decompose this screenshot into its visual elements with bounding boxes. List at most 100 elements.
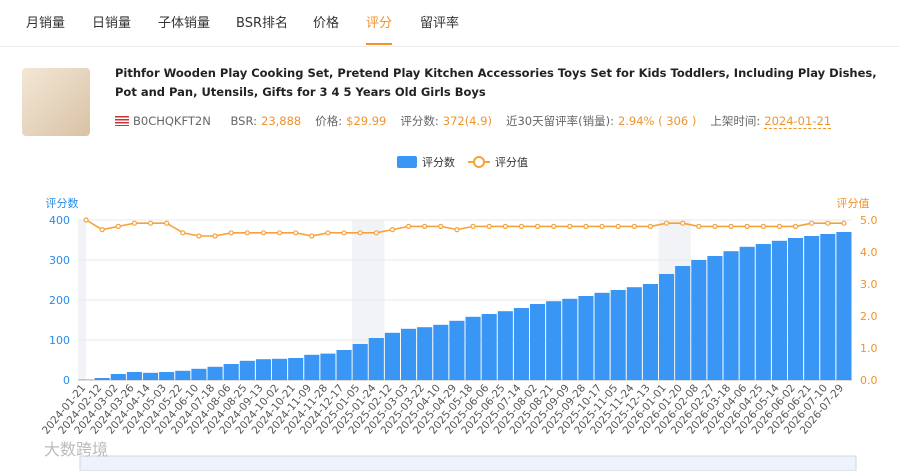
- legend-label: 评分数: [422, 156, 455, 169]
- tab[interactable]: 月销量: [26, 16, 66, 31]
- rating-point: [534, 223, 541, 229]
- tab[interactable]: 价格: [313, 16, 340, 31]
- stat-label: BSR:: [230, 114, 258, 128]
- rating-point: [518, 223, 525, 229]
- bar: [401, 328, 417, 380]
- rating-point: [680, 220, 686, 226]
- stat-label: 上架时间:: [710, 114, 761, 128]
- bar: [771, 240, 787, 380]
- rating-point: [502, 223, 508, 229]
- rating-point: [599, 223, 605, 229]
- bar: [530, 304, 546, 380]
- bar: [546, 301, 562, 380]
- tab[interactable]: 评分: [366, 12, 393, 45]
- stat-value: $29.99: [346, 114, 387, 128]
- bar: [497, 311, 513, 380]
- y2-tick-label: 5.0: [860, 214, 878, 227]
- bar: [384, 332, 400, 380]
- tab[interactable]: BSR排名: [236, 16, 288, 31]
- bar: [675, 266, 691, 380]
- bar: [562, 298, 578, 380]
- bar: [481, 314, 497, 380]
- rating-point: [583, 223, 589, 229]
- stat-value: 372(4.9): [442, 114, 492, 128]
- y2-axis-title: 评分值: [837, 197, 870, 210]
- rating-point: [309, 233, 315, 239]
- stat-label: 价格:: [315, 114, 343, 128]
- rating-point: [825, 220, 831, 226]
- bar: [739, 246, 755, 380]
- rating-point: [760, 223, 766, 229]
- rating-point: [631, 223, 637, 229]
- rating-point: [486, 223, 492, 229]
- bar: [659, 274, 675, 380]
- bar: [239, 360, 255, 380]
- bar: [320, 353, 336, 380]
- bar: [272, 358, 288, 380]
- bar: [804, 236, 820, 380]
- rating-point: [260, 230, 267, 236]
- rating-point: [422, 223, 428, 229]
- rating-point: [276, 230, 283, 236]
- rating-point: [115, 223, 121, 229]
- bar: [788, 238, 804, 380]
- rating-point: [809, 220, 815, 226]
- bar: [836, 232, 852, 380]
- tab[interactable]: 留评率: [420, 16, 460, 31]
- rating-point: [99, 227, 105, 233]
- rating-point: [405, 223, 412, 229]
- bar: [207, 366, 223, 380]
- rating-point: [647, 223, 654, 229]
- asin[interactable]: B0CHQKFT2N: [133, 114, 211, 128]
- tab[interactable]: 日销量: [92, 16, 132, 31]
- y-tick-label: 300: [49, 254, 70, 267]
- bar: [352, 344, 368, 380]
- bar: [191, 368, 207, 380]
- y2-tick-label: 1.0: [860, 342, 878, 355]
- rating-point: [293, 230, 299, 236]
- bar: [723, 251, 739, 380]
- bar: [691, 260, 707, 380]
- y-tick-label: 100: [49, 334, 70, 347]
- bar: [304, 354, 320, 380]
- product-title: Pithfor Wooden Play Cooking Set, Pretend…: [115, 66, 877, 99]
- rating-point: [373, 230, 379, 236]
- legend-label: 评分值: [495, 156, 528, 169]
- stat-value: 2024-01-21: [764, 114, 832, 129]
- bar: [610, 290, 626, 380]
- bar: [626, 287, 642, 380]
- y-tick-label: 200: [49, 294, 70, 307]
- bar: [433, 324, 449, 380]
- bar: [417, 327, 433, 380]
- rating-point: [196, 233, 202, 239]
- bar: [336, 350, 352, 380]
- product-image: [22, 68, 90, 136]
- rating-point: [131, 220, 138, 226]
- rating-point: [728, 223, 734, 229]
- flag-icon: [115, 116, 129, 126]
- watermark: 大数跨境: [44, 440, 108, 459]
- bar: [288, 358, 304, 380]
- product-info: B0CHQKFT2N BSR: 23,888 价格: $29.99 评分数: 372(4.…: [115, 113, 845, 129]
- bar: [594, 292, 610, 380]
- bar: [110, 374, 126, 380]
- rating-point: [615, 223, 621, 229]
- y-tick-label: 400: [49, 214, 70, 227]
- y2-tick-label: 3.0: [860, 278, 878, 291]
- rating-point: [164, 220, 170, 226]
- bar: [143, 372, 159, 380]
- bar: [223, 364, 239, 380]
- rating-point: [147, 220, 154, 226]
- bar: [159, 372, 175, 380]
- legend-swatch: [473, 156, 485, 168]
- rating-point: [792, 223, 799, 229]
- zoom-slider[interactable]: [79, 455, 857, 471]
- rating-point: [551, 223, 557, 229]
- tab[interactable]: 子体销量: [158, 16, 211, 31]
- y2-tick-label: 2.0: [860, 310, 878, 323]
- rating-point: [83, 217, 89, 223]
- rating-point: [567, 223, 573, 229]
- y-tick-label: 0: [63, 374, 70, 387]
